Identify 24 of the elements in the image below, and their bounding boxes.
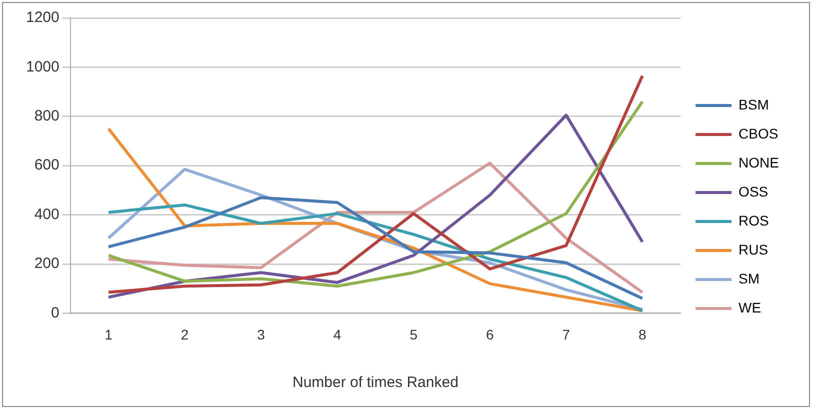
x-tick-label: 3 bbox=[257, 326, 266, 342]
legend-label: NONE bbox=[738, 154, 780, 170]
x-tick-label: 2 bbox=[180, 326, 189, 342]
x-tick-label: 5 bbox=[410, 326, 418, 342]
y-tick-label: 800 bbox=[34, 108, 60, 125]
y-tick-label: 200 bbox=[34, 255, 60, 272]
legend-label: CBOS bbox=[738, 125, 778, 142]
legend-label: SM bbox=[738, 270, 760, 286]
legend-label: WE bbox=[738, 299, 762, 316]
legend-label: ROS bbox=[738, 212, 769, 228]
x-tick-label: 4 bbox=[333, 326, 342, 342]
y-tick-label: 400 bbox=[34, 206, 60, 223]
y-tick-label: 1000 bbox=[26, 58, 60, 76]
x-tick-label: 6 bbox=[486, 326, 494, 342]
legend-label: RUS bbox=[738, 241, 768, 258]
x-tick-label: 8 bbox=[638, 326, 647, 342]
y-tick-label: 0 bbox=[51, 304, 60, 322]
x-tick-label: 7 bbox=[562, 326, 570, 342]
x-tick-label: 1 bbox=[104, 326, 113, 342]
legend-label: OSS bbox=[738, 183, 768, 200]
legend-label: BSM bbox=[738, 96, 769, 112]
y-tick-label: 1200 bbox=[26, 9, 60, 26]
x-axis-title: Number of times Ranked bbox=[292, 374, 458, 392]
y-tick-label: 600 bbox=[34, 156, 60, 174]
